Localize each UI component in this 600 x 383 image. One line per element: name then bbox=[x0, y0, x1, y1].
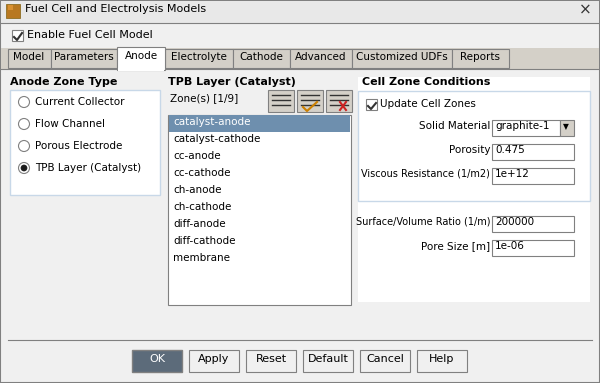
Text: 1e-06: 1e-06 bbox=[495, 241, 525, 251]
Bar bbox=[492, 216, 574, 232]
Bar bbox=[246, 350, 296, 372]
Text: Help: Help bbox=[430, 354, 455, 364]
Text: membrane: membrane bbox=[173, 253, 230, 263]
Bar bbox=[6, 4, 20, 18]
Bar bbox=[366, 99, 377, 110]
Text: Reports: Reports bbox=[460, 52, 500, 62]
Text: catalyst-cathode: catalyst-cathode bbox=[173, 134, 260, 144]
Text: Advanced: Advanced bbox=[295, 52, 347, 62]
Bar bbox=[132, 350, 182, 372]
Text: Update Cell Zones: Update Cell Zones bbox=[380, 99, 476, 109]
Text: Cancel: Cancel bbox=[366, 354, 404, 364]
Bar bbox=[492, 240, 574, 256]
Text: diff-anode: diff-anode bbox=[173, 219, 226, 229]
Text: Cell Zone Conditions: Cell Zone Conditions bbox=[362, 77, 490, 87]
Bar bbox=[189, 350, 239, 372]
Text: Porosity: Porosity bbox=[449, 145, 490, 155]
Circle shape bbox=[21, 165, 27, 171]
Text: TPB Layer (Catalyst): TPB Layer (Catalyst) bbox=[35, 163, 141, 173]
Bar bbox=[297, 90, 323, 112]
Text: 1e+12: 1e+12 bbox=[495, 169, 530, 179]
Bar bbox=[358, 91, 590, 201]
Bar bbox=[168, 115, 351, 305]
Text: Fuel Cell and Electrolysis Models: Fuel Cell and Electrolysis Models bbox=[25, 4, 206, 14]
Bar bbox=[452, 49, 509, 68]
Bar bbox=[360, 350, 410, 372]
Text: Enable Fuel Cell Model: Enable Fuel Cell Model bbox=[27, 30, 153, 40]
Text: Default: Default bbox=[308, 354, 349, 364]
Bar bbox=[8, 5, 13, 10]
Text: Anode Zone Type: Anode Zone Type bbox=[10, 77, 118, 87]
Text: cc-cathode: cc-cathode bbox=[173, 168, 230, 178]
Text: catalyst-anode: catalyst-anode bbox=[173, 117, 251, 127]
Bar bbox=[118, 68, 164, 71]
Text: diff-cathode: diff-cathode bbox=[173, 236, 235, 246]
Text: Model: Model bbox=[13, 52, 44, 62]
Text: 0.475: 0.475 bbox=[495, 145, 525, 155]
Text: Surface/Volume Ratio (1/m): Surface/Volume Ratio (1/m) bbox=[355, 217, 490, 227]
Text: ×: × bbox=[579, 3, 592, 18]
Text: ▼: ▼ bbox=[563, 122, 569, 131]
Bar bbox=[560, 120, 574, 136]
Text: Zone(s) [1/9]: Zone(s) [1/9] bbox=[170, 93, 238, 103]
Bar bbox=[12, 30, 23, 41]
Bar bbox=[8, 49, 51, 68]
Bar bbox=[117, 47, 165, 70]
Bar bbox=[1, 1, 599, 23]
Text: Porous Electrode: Porous Electrode bbox=[35, 141, 122, 151]
Text: graphite-1: graphite-1 bbox=[495, 121, 550, 131]
Bar bbox=[492, 144, 574, 160]
Bar bbox=[169, 115, 350, 132]
Text: Flow Channel: Flow Channel bbox=[35, 119, 105, 129]
Bar bbox=[417, 350, 467, 372]
Text: TPB Layer (Catalyst): TPB Layer (Catalyst) bbox=[168, 77, 296, 87]
Text: Viscous Resistance (1/m2): Viscous Resistance (1/m2) bbox=[361, 169, 490, 179]
Text: Cathode: Cathode bbox=[239, 52, 283, 62]
Bar bbox=[290, 49, 352, 68]
Text: ch-cathode: ch-cathode bbox=[173, 202, 232, 212]
Bar bbox=[268, 90, 294, 112]
Bar bbox=[492, 120, 560, 136]
Bar bbox=[358, 77, 590, 302]
Circle shape bbox=[19, 141, 29, 152]
Circle shape bbox=[19, 118, 29, 129]
Text: Electrolyte: Electrolyte bbox=[171, 52, 227, 62]
Text: Solid Material: Solid Material bbox=[419, 121, 490, 131]
Text: Parameters: Parameters bbox=[54, 52, 114, 62]
Text: cc-anode: cc-anode bbox=[173, 151, 221, 161]
Text: Anode: Anode bbox=[124, 51, 158, 61]
Text: Apply: Apply bbox=[199, 354, 230, 364]
Bar bbox=[352, 49, 452, 68]
Circle shape bbox=[19, 97, 29, 108]
Text: OK: OK bbox=[149, 354, 165, 364]
Bar bbox=[303, 350, 353, 372]
Text: ch-anode: ch-anode bbox=[173, 185, 221, 195]
Bar bbox=[51, 49, 117, 68]
Bar bbox=[326, 90, 352, 112]
Bar bbox=[1, 48, 599, 70]
Circle shape bbox=[19, 162, 29, 173]
Text: 200000: 200000 bbox=[495, 217, 534, 227]
Bar bbox=[492, 168, 574, 184]
Bar bbox=[233, 49, 290, 68]
Text: Customized UDFs: Customized UDFs bbox=[356, 52, 448, 62]
Bar bbox=[165, 49, 233, 68]
Bar bbox=[10, 90, 160, 195]
Text: Reset: Reset bbox=[256, 354, 287, 364]
Text: Current Collector: Current Collector bbox=[35, 97, 125, 107]
Text: Pore Size [m]: Pore Size [m] bbox=[421, 241, 490, 251]
